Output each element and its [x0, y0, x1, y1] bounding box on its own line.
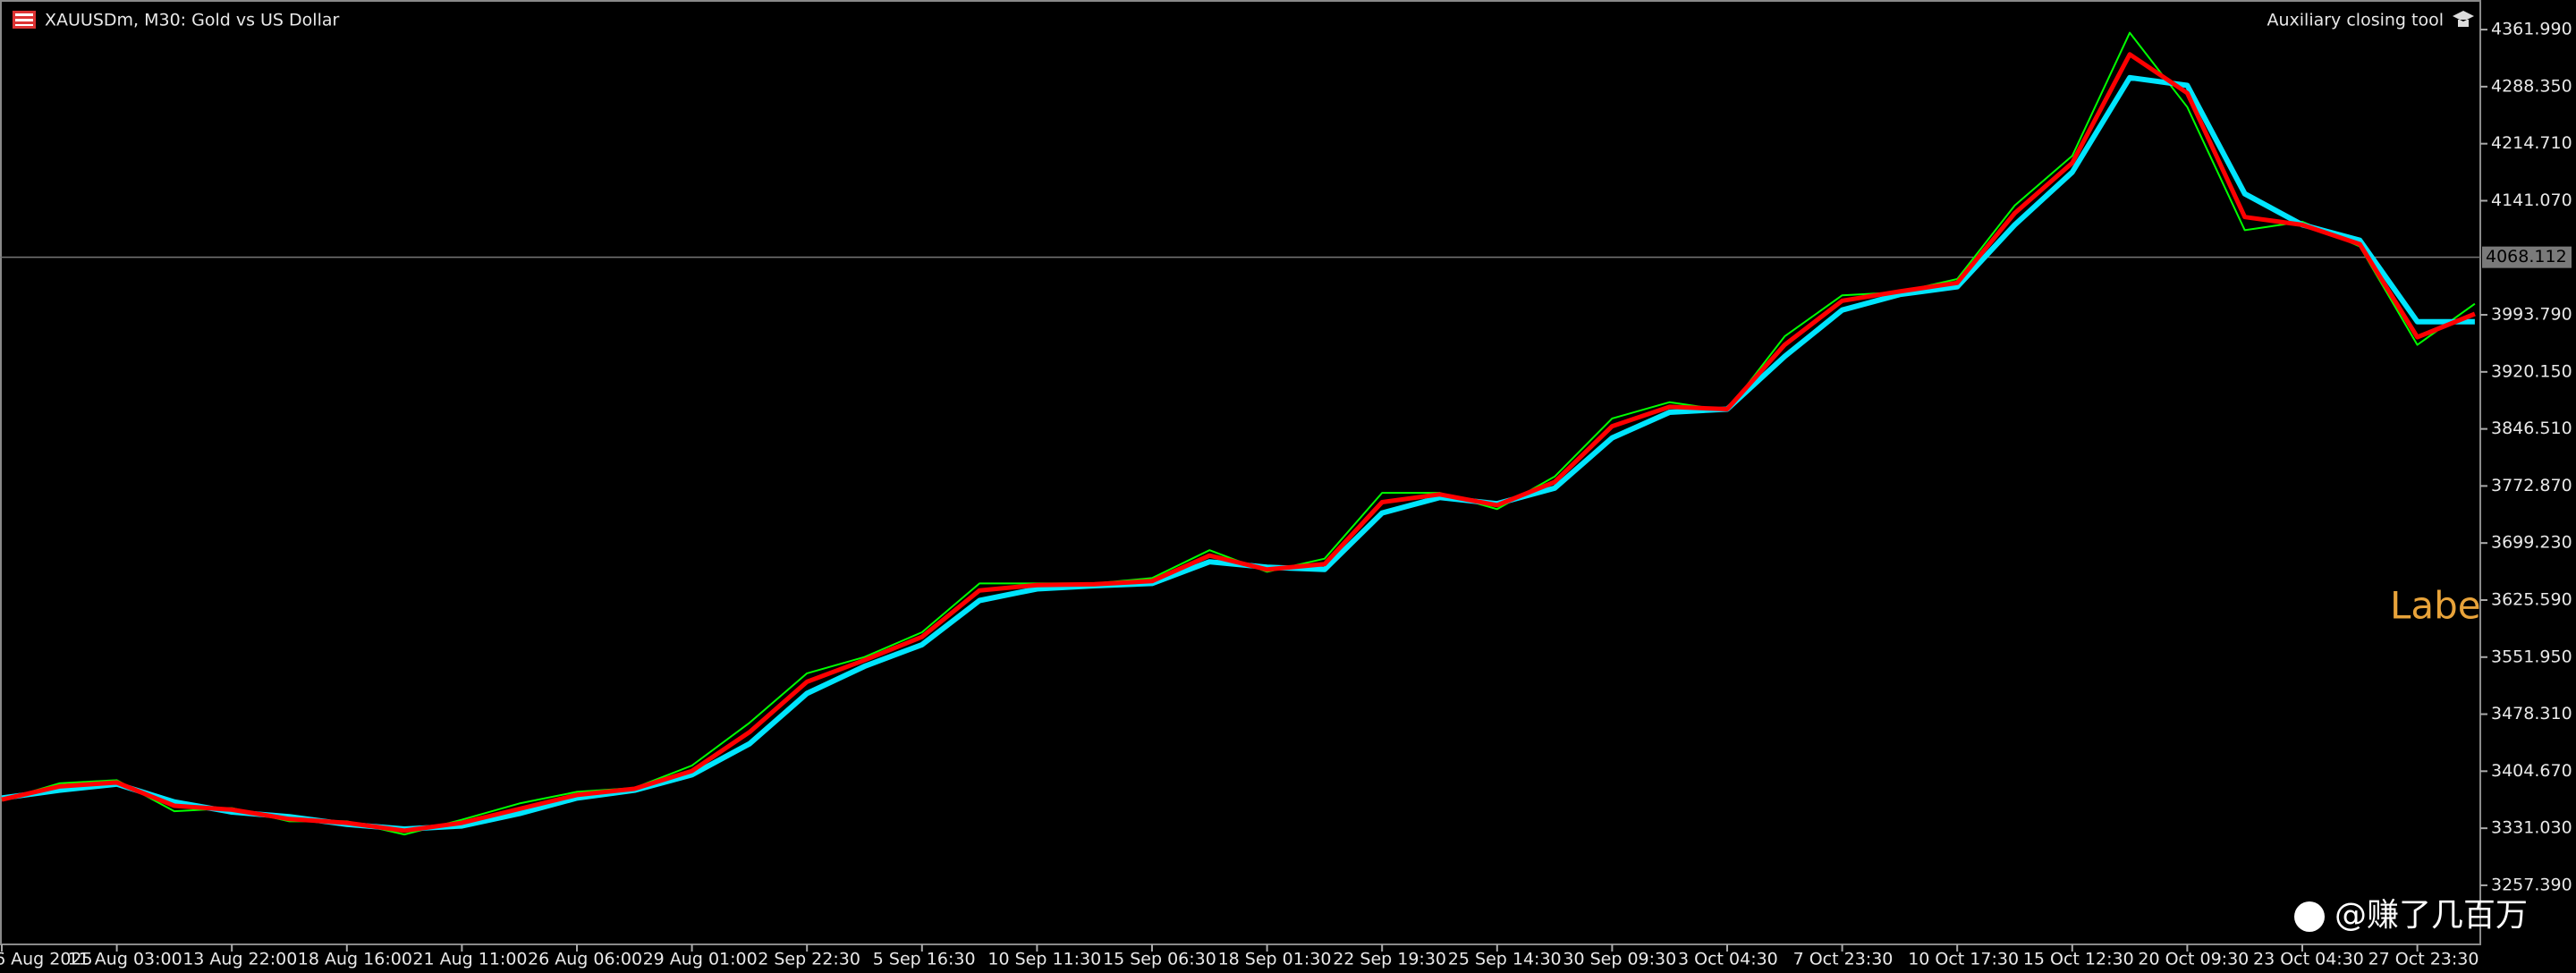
x-tick-label: 18 Sep 01:30 — [1218, 950, 1332, 969]
x-tick-label: 13 Aug 22:00 — [182, 950, 297, 969]
x-tick-label: 27 Oct 23:30 — [2368, 950, 2479, 969]
x-tick-label: 2 Sep 22:30 — [758, 950, 860, 969]
y-tick-label: 3846.510 — [2491, 419, 2572, 438]
y-tick-label: 3920.150 — [2491, 361, 2572, 381]
x-tick-label: 21 Aug 11:00 — [412, 950, 527, 969]
watermark-icon — [2294, 901, 2325, 932]
y-tick-label: 3625.590 — [2491, 589, 2572, 609]
plot-frame — [0, 0, 2481, 945]
tool-label[interactable]: Auxiliary closing tool — [2267, 11, 2444, 30]
x-tick-label: 11 Aug 03:00 — [68, 950, 182, 969]
y-tick-label: 3699.230 — [2491, 533, 2572, 553]
y-tick-label: 4361.990 — [2491, 20, 2572, 39]
series-line — [1, 52, 2476, 833]
x-tick-label: 15 Sep 06:30 — [1103, 950, 1216, 969]
y-tick-label: 4141.070 — [2491, 190, 2572, 210]
y-tick-label: 4214.710 — [2491, 133, 2572, 153]
x-tick-label: 22 Sep 19:30 — [1333, 950, 1446, 969]
y-tick-label: 3478.310 — [2491, 704, 2572, 723]
x-tick-label: 7 Oct 23:30 — [1793, 950, 1894, 969]
tool-icon — [2453, 11, 2474, 27]
y-tick-label: 3404.670 — [2491, 761, 2572, 781]
y-tick-label: 4288.350 — [2491, 76, 2572, 96]
x-tick-label: 26 Aug 06:00 — [528, 950, 642, 969]
x-tick-label: 10 Sep 11:30 — [987, 950, 1101, 969]
x-tick-label: 30 Sep 09:30 — [1563, 950, 1676, 969]
price-box — [2482, 246, 2572, 268]
x-tick-label: 6 Aug 2025 — [0, 950, 93, 969]
x-tick-label: 10 Oct 17:30 — [1908, 950, 2019, 969]
x-tick-label: 15 Oct 12:30 — [2023, 950, 2134, 969]
overlay-label: Labe — [2390, 584, 2481, 628]
y-tick-label: 3772.870 — [2491, 476, 2572, 495]
symbol-icon — [13, 11, 36, 29]
y-tick-label: 3551.950 — [2491, 647, 2572, 666]
price-label: 4068.112 — [2486, 247, 2567, 267]
y-tick-label: 3331.030 — [2491, 818, 2572, 838]
watermark: @赚了几百万 — [2334, 897, 2528, 934]
x-tick-label: 29 Aug 01:00 — [643, 950, 758, 969]
x-tick-label: 5 Sep 16:30 — [873, 950, 976, 969]
y-tick-label: 3993.790 — [2491, 305, 2572, 325]
x-tick-label: 25 Sep 14:30 — [1448, 950, 1562, 969]
x-tick-label: 20 Oct 09:30 — [2138, 950, 2249, 969]
x-tick-label: 23 Oct 04:30 — [2253, 950, 2364, 969]
chart-title: XAUUSDm, M30: Gold vs US Dollar — [45, 11, 339, 30]
icon-stripe — [15, 24, 33, 26]
icon-stripe — [15, 19, 33, 21]
x-tick-label: 18 Aug 16:00 — [298, 950, 412, 969]
y-tick-label: 3257.390 — [2491, 875, 2572, 894]
x-tick-label: 3 Oct 04:30 — [1678, 950, 1778, 969]
icon-stripe — [15, 13, 33, 16]
